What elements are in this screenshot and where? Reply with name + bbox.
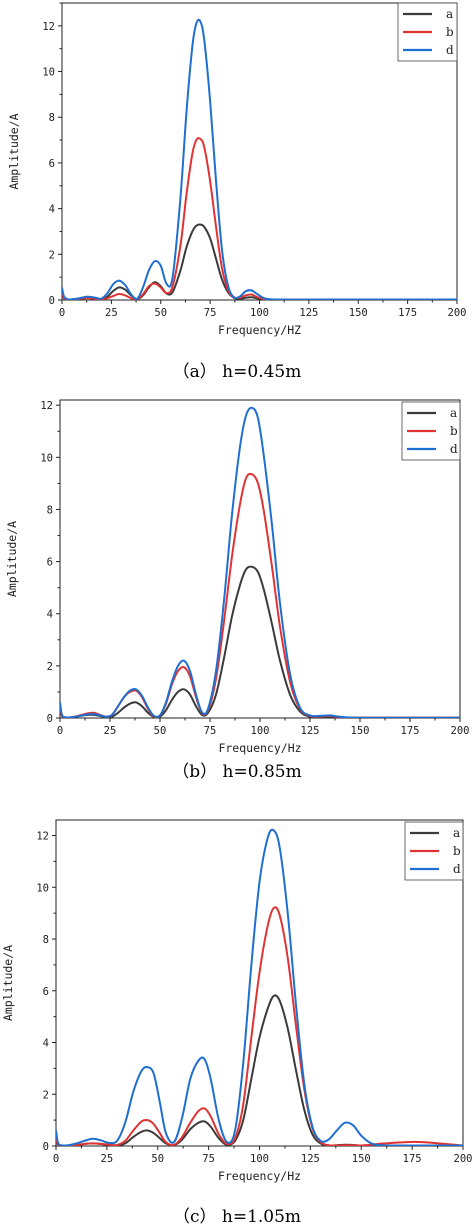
series-line-d xyxy=(60,406,460,718)
plot-frame xyxy=(59,399,461,719)
x-axis-label: Frequency/Hz xyxy=(218,1169,301,1183)
y-tick-label: 2 xyxy=(47,661,53,673)
y-axis-label: Amplitude/A xyxy=(1,945,15,1021)
x-tick-label: 150 xyxy=(349,307,368,319)
chart-b: 0 25 50 75 100 125 150 175 200 0 2 4 6 8 10 12 Frequency… xyxy=(5,399,470,755)
y-tick-label: 6 xyxy=(43,986,49,998)
x-tick-label: 75 xyxy=(204,725,217,737)
y-axis-label: Amplitude/A xyxy=(5,521,19,597)
y-tick-label: 10 xyxy=(42,67,55,79)
x-tick-label: 150 xyxy=(352,1153,371,1165)
y-tick-label: 12 xyxy=(42,21,55,33)
y-tick-label: 8 xyxy=(47,504,53,516)
legend-label-d: d xyxy=(453,862,461,876)
legend-label-d: d xyxy=(450,442,458,456)
y-tick-label: 2 xyxy=(49,249,55,261)
series-line-a xyxy=(60,565,460,718)
x-tick-label: 25 xyxy=(101,1153,114,1165)
y-tick-label: 8 xyxy=(49,112,55,124)
x-tick-label: 75 xyxy=(202,1153,215,1165)
y-tick-label: 10 xyxy=(36,882,49,894)
y-tick-label: 6 xyxy=(49,158,55,170)
series-line-d xyxy=(56,828,463,1146)
x-tick-label: 200 xyxy=(454,1153,473,1165)
caption-b: （b） h=0.85m xyxy=(172,762,302,782)
x-axis-label: Frequency/Hz xyxy=(218,741,301,755)
chart-panel-c: 0 25 50 75 100 125 150 175 200 0 2 4 6 8 10 12 Frequency… xyxy=(0,812,474,1228)
chart-panel-a: 0 25 50 75 100 125 150 175 200 0 2 4 6 8 10 12 Frequency… xyxy=(0,0,474,390)
x-tick-label: 100 xyxy=(251,725,270,737)
series-line-b xyxy=(62,137,457,300)
x-tick-label: 25 xyxy=(105,307,118,319)
x-tick-label: 175 xyxy=(403,1153,422,1165)
x-tick-label: 200 xyxy=(451,725,470,737)
legend-label-b: b xyxy=(453,844,461,858)
x-tick-label: 175 xyxy=(401,725,420,737)
x-tick-label: 100 xyxy=(250,1153,269,1165)
x-tick-label: 25 xyxy=(104,725,117,737)
y-tick-label: 4 xyxy=(43,1038,49,1050)
x-tick-label: 75 xyxy=(204,307,217,319)
x-tick-label: 50 xyxy=(151,1153,164,1165)
series-line-a xyxy=(56,994,463,1146)
x-tick-label: 0 xyxy=(59,307,65,319)
legend-label-d: d xyxy=(446,43,454,57)
legend-label-b: b xyxy=(450,424,458,438)
x-tick-label: 0 xyxy=(57,725,63,737)
x-tick-label: 175 xyxy=(398,307,417,319)
x-tick-label: 50 xyxy=(154,725,167,737)
legend-label-b: b xyxy=(446,25,454,39)
y-tick-label: 12 xyxy=(36,831,49,843)
y-tick-label: 0 xyxy=(49,295,55,307)
caption-c: （c） h=1.05m xyxy=(172,1207,302,1227)
x-tick-label: 0 xyxy=(53,1153,59,1165)
y-tick-label: 4 xyxy=(49,204,55,216)
x-tick-label: 125 xyxy=(299,307,318,319)
x-axis-label: Frequency/HZ xyxy=(218,323,301,337)
x-tick-label: 125 xyxy=(301,1153,320,1165)
x-tick-label: 100 xyxy=(250,307,269,319)
y-tick-label: 0 xyxy=(43,1141,49,1153)
series-line-b xyxy=(60,472,460,718)
x-tick-label: 50 xyxy=(154,307,167,319)
x-tick-label: 150 xyxy=(351,725,370,737)
plot-frame xyxy=(55,819,464,1147)
y-tick-label: 0 xyxy=(47,713,53,725)
y-tick-label: 6 xyxy=(47,557,53,569)
chart-a: 0 25 50 75 100 125 150 175 200 0 2 4 6 8 10 12 Frequency… xyxy=(7,2,467,337)
series-line-b xyxy=(56,906,463,1146)
y-tick-label: 4 xyxy=(47,609,53,621)
chart-panel-b: 0 25 50 75 100 125 150 175 200 0 2 4 6 8 10 12 Frequency… xyxy=(0,395,474,795)
y-tick-label: 2 xyxy=(43,1089,49,1101)
series-line-a xyxy=(62,223,457,300)
caption-a: （a） h=0.45m xyxy=(172,362,302,382)
y-tick-label: 10 xyxy=(40,452,53,464)
x-tick-label: 200 xyxy=(448,307,467,319)
y-axis-label: Amplitude/A xyxy=(7,113,21,189)
legend-label-a: a xyxy=(450,406,457,420)
series-line-d xyxy=(62,18,457,300)
chart-c: 0 25 50 75 100 125 150 175 200 0 2 4 6 8 10 12 Frequency… xyxy=(1,819,473,1183)
x-tick-label: 125 xyxy=(301,725,320,737)
legend-label-a: a xyxy=(453,826,460,840)
legend-label-a: a xyxy=(446,7,453,21)
y-tick-label: 8 xyxy=(43,934,49,946)
y-tick-label: 12 xyxy=(40,400,53,412)
